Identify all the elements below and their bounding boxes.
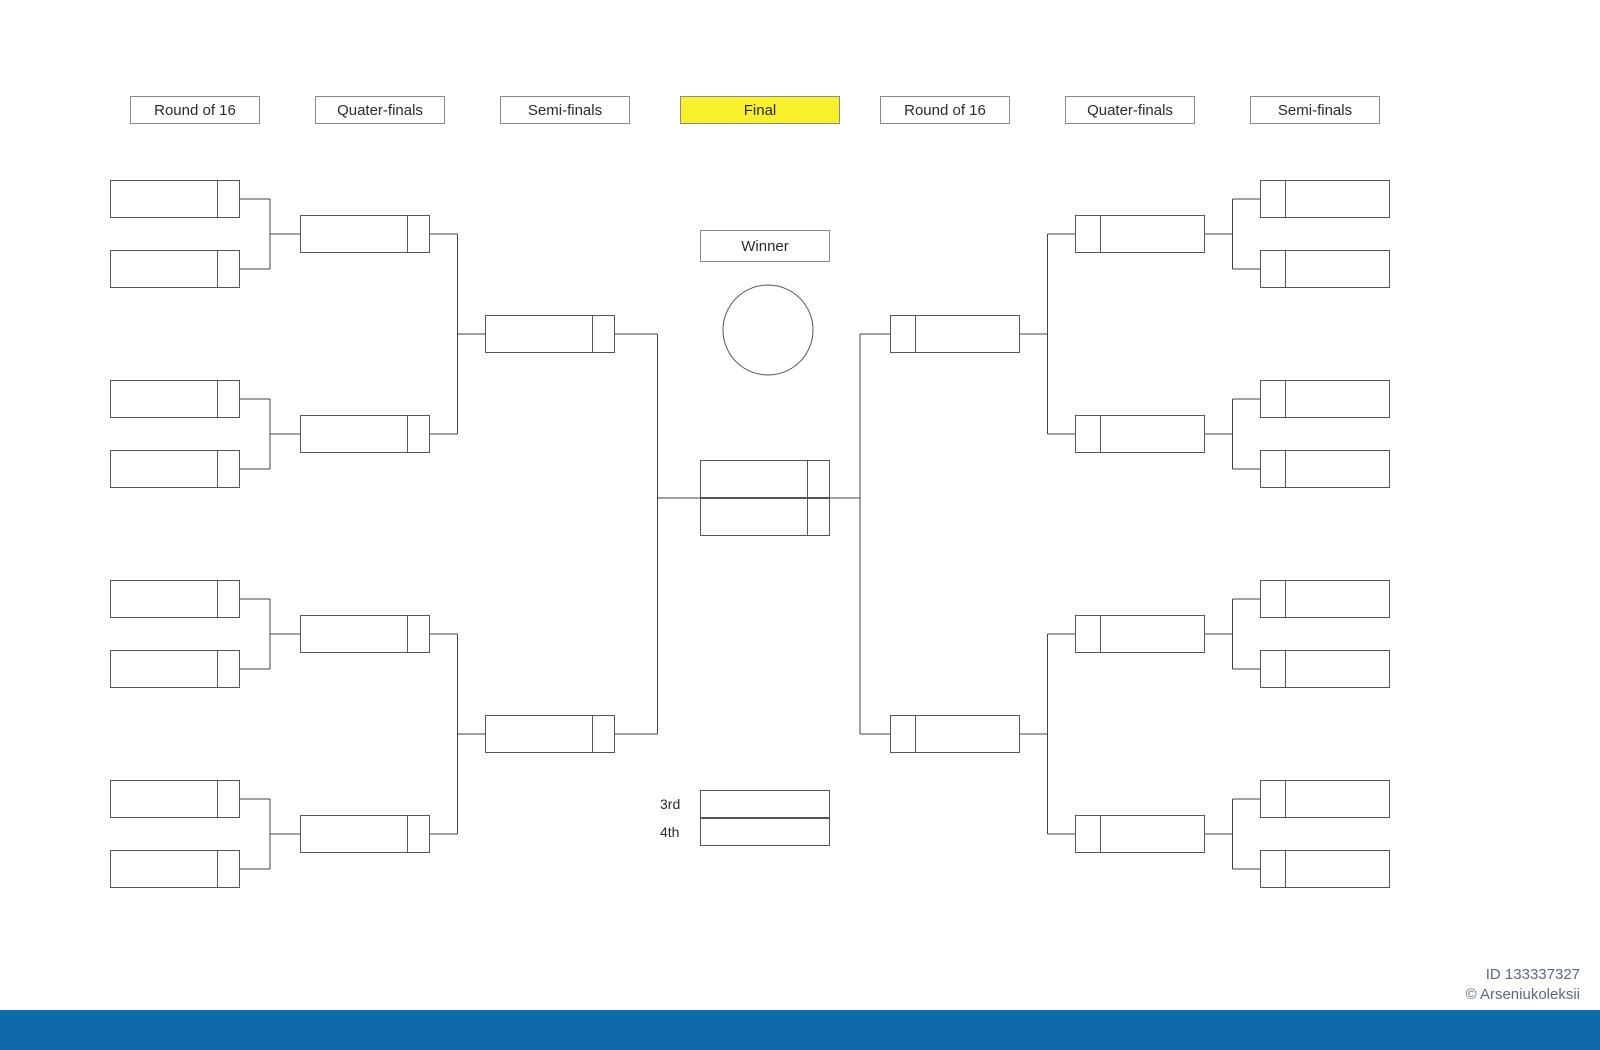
winner-box: Winner	[700, 230, 830, 262]
score-divider	[1285, 451, 1286, 487]
third-place-box	[700, 790, 830, 818]
r16-right-2	[1260, 380, 1390, 418]
qf-left-2	[300, 615, 430, 653]
header-left-qf: Quater-finals	[315, 96, 445, 124]
score-divider	[407, 816, 408, 852]
r16-left-6	[110, 780, 240, 818]
score-divider	[1100, 416, 1101, 452]
score-divider	[807, 461, 808, 497]
final-top	[700, 460, 830, 498]
score-divider	[592, 716, 593, 752]
score-divider	[1100, 616, 1101, 652]
r16-right-5	[1260, 650, 1390, 688]
score-divider	[217, 381, 218, 417]
qf-right-2	[1075, 615, 1205, 653]
score-divider	[592, 316, 593, 352]
header-final: Final	[680, 96, 840, 124]
r16-left-1	[110, 250, 240, 288]
score-divider	[217, 851, 218, 887]
score-divider	[217, 451, 218, 487]
r16-left-2	[110, 380, 240, 418]
score-divider	[1285, 581, 1286, 617]
score-divider	[217, 181, 218, 217]
qf-left-0	[300, 215, 430, 253]
score-divider	[217, 781, 218, 817]
fourth-place-box	[700, 818, 830, 846]
r16-right-1	[1260, 250, 1390, 288]
footer-band	[0, 1010, 1600, 1050]
r16-right-7	[1260, 850, 1390, 888]
qf-left-1	[300, 415, 430, 453]
score-divider	[915, 716, 916, 752]
r16-left-3	[110, 450, 240, 488]
score-divider	[1285, 851, 1286, 887]
footer-author: © Arseniukoleksii	[1466, 986, 1580, 1003]
score-divider	[1100, 816, 1101, 852]
sf-right-1	[890, 715, 1020, 753]
bracket-canvas: Round of 16 Quater-finals Semi-finals Final…	[0, 0, 1600, 1050]
sf-left-1	[485, 715, 615, 753]
qf-right-0	[1075, 215, 1205, 253]
qf-right-1	[1075, 415, 1205, 453]
score-divider	[1285, 381, 1286, 417]
r16-left-4	[110, 580, 240, 618]
score-divider	[807, 499, 808, 535]
score-divider	[1285, 251, 1286, 287]
r16-right-4	[1260, 580, 1390, 618]
header-left-sf: Semi-finals	[500, 96, 630, 124]
qf-right-3	[1075, 815, 1205, 853]
r16-left-0	[110, 180, 240, 218]
score-divider	[407, 216, 408, 252]
r16-right-0	[1260, 180, 1390, 218]
header-right-qf: Quater-finals	[1065, 96, 1195, 124]
score-divider	[1285, 181, 1286, 217]
header-right-r16: Round of 16	[880, 96, 1010, 124]
final-bottom	[700, 498, 830, 536]
header-right-sf: Semi-finals	[1250, 96, 1380, 124]
score-divider	[915, 316, 916, 352]
score-divider	[407, 416, 408, 452]
score-divider	[407, 616, 408, 652]
score-divider	[217, 581, 218, 617]
qf-left-3	[300, 815, 430, 853]
r16-right-6	[1260, 780, 1390, 818]
score-divider	[217, 251, 218, 287]
fourth-label: 4th	[660, 824, 679, 840]
score-divider	[1285, 651, 1286, 687]
score-divider	[1100, 216, 1101, 252]
score-divider	[217, 651, 218, 687]
r16-left-7	[110, 850, 240, 888]
third-label: 3rd	[660, 796, 680, 812]
r16-right-3	[1260, 450, 1390, 488]
header-left-r16: Round of 16	[130, 96, 260, 124]
footer-id: ID 133337327	[1486, 966, 1580, 983]
score-divider	[1285, 781, 1286, 817]
r16-left-5	[110, 650, 240, 688]
sf-left-0	[485, 315, 615, 353]
sf-right-0	[890, 315, 1020, 353]
